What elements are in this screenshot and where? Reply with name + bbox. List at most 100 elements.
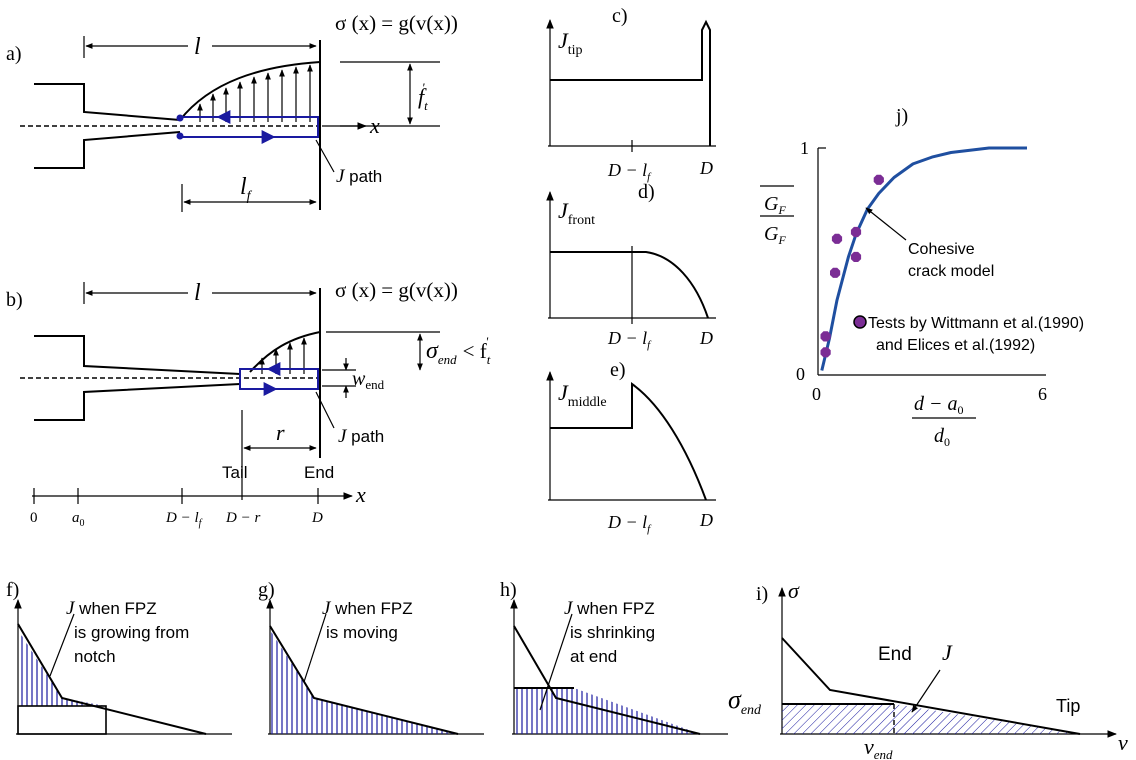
j-path-a-leader <box>315 139 335 173</box>
cohesive-curve-a <box>179 61 321 121</box>
panel-j-annotation-line2: crack model <box>908 263 994 280</box>
panel-h-text-2: is shrinking <box>570 623 655 642</box>
panel-j-annotation-line1: Cohesive <box>908 241 975 258</box>
panel-j-label: j) <box>895 105 908 127</box>
panel-i-tip: Tip <box>1056 696 1080 716</box>
panel-i-sigma: σ <box>788 578 800 603</box>
cohesive-curve-b <box>249 331 321 373</box>
panel-h-curve <box>513 625 701 735</box>
panel-j-ytick-0: 0 <box>796 364 805 384</box>
panel-c-tick-mid-label: D − lf <box>607 160 652 183</box>
test-data-point <box>873 174 884 185</box>
panel-c-label: c) <box>612 5 628 27</box>
tick-label-d-r: D − r <box>225 510 260 526</box>
w-end-label: wend <box>352 368 385 392</box>
panel-g-hatch <box>270 630 458 734</box>
panel-g-text-1: J when FPZ <box>322 598 413 619</box>
j-path-b-leader <box>315 391 335 429</box>
panel-a: a) l σ (x) = g(v(x)) x <box>6 11 458 212</box>
panel-j-plot-area <box>820 146 1027 371</box>
j-path-a-label: J path <box>336 166 382 187</box>
panel-e: e) Jmiddle D − lf D <box>546 359 716 535</box>
panel-c-curve <box>550 19 711 146</box>
panel-h-leader <box>539 613 573 711</box>
dim-l-label: l <box>194 34 201 60</box>
panel-g: g) J when FPZ is moving <box>258 579 484 735</box>
panel-c: c) Jtip D − lf D <box>546 5 716 183</box>
panel-j-ylabel: GF GF <box>760 185 794 247</box>
tick-label-0: 0 <box>30 510 38 526</box>
panel-g-text-2: is moving <box>326 623 398 642</box>
panel-g-leader <box>303 613 327 683</box>
panel-f: f) J when FPZ is growing from notch <box>6 579 232 735</box>
dim-l-b-bg <box>188 278 212 304</box>
panel-i: i) σ v σend End J Tip vend <box>728 578 1128 760</box>
panel-j-legend-line1: Tests by Wittmann et al.(1990) <box>868 315 1084 332</box>
panel-i-label: i) <box>756 583 768 605</box>
tick-label-d-lf: D − lf <box>165 510 203 529</box>
panel-f-label: f) <box>6 579 19 601</box>
panel-g-label: g) <box>258 579 275 601</box>
panel-e-tick-d-label: D <box>699 510 713 530</box>
panel-h-label: h) <box>500 579 517 601</box>
panel-f-text-1: J when FPZ <box>66 598 157 619</box>
panel-f-text-2: is growing from <box>74 623 189 642</box>
j-path-a-dot-top <box>176 114 184 122</box>
position-axis: x 0 a0 D − lf D − r D <box>30 482 366 529</box>
test-data-point <box>830 267 841 278</box>
dim-r-label: r <box>276 420 285 445</box>
svg-text:GF: GF <box>764 223 786 247</box>
panel-d-ylabel: Jfront <box>558 198 595 228</box>
panel-j-legend-line2: and Elices et al.(1992) <box>876 337 1035 354</box>
panel-h: h) J when FPZ is shrinking at end <box>500 579 728 735</box>
cohesive-crack-model-curve <box>820 146 1027 371</box>
ft-label-a: ft' <box>418 80 428 113</box>
svg-text:GF: GF <box>764 193 786 217</box>
stress-arrows-a <box>197 64 313 122</box>
panel-d-tick-mid-label: D − lf <box>607 328 652 351</box>
panel-i-j-arrow <box>911 669 941 713</box>
panel-j-xtick-0: 0 <box>812 384 821 404</box>
panel-i-v: v <box>1118 730 1128 755</box>
j-path-b <box>239 368 319 390</box>
tail-label: Tail <box>222 463 248 482</box>
panel-j-legend-marker <box>853 315 867 329</box>
test-data-point <box>820 331 831 342</box>
dim-l-bg <box>188 32 212 58</box>
panel-i-v-end: vend <box>864 734 893 760</box>
panel-f-text-3: notch <box>74 647 116 666</box>
j-path-a-dot-bottom <box>176 132 184 140</box>
panel-d-tick-d-label: D <box>699 328 713 348</box>
panel-d-label: d) <box>638 181 655 203</box>
panel-j-xtick-6: 6 <box>1038 384 1047 404</box>
panel-h-text-3: at end <box>570 647 617 666</box>
panel-b-label: b) <box>6 289 23 311</box>
panel-j-annotation-arrow <box>865 207 907 241</box>
panel-j-chart: j) 1 0 0 6 GF GF d − a0 d0 Cohesive crac… <box>760 105 1084 449</box>
panel-g-curve <box>269 625 459 735</box>
test-data-point <box>850 226 862 238</box>
panel-i-curve <box>781 637 1081 735</box>
dim-l-b-label: l <box>194 280 201 306</box>
end-label-b: End <box>304 463 334 482</box>
panel-d: d) Jfront D − lf D <box>546 181 716 351</box>
panel-f-curve <box>17 623 207 735</box>
j-path-a <box>180 116 319 138</box>
panel-e-tick-mid-label: D − lf <box>607 512 652 535</box>
panel-f-hatch <box>18 630 106 706</box>
panel-a-label: a) <box>6 43 22 65</box>
tick-label-a0: a0 <box>72 510 85 529</box>
specimen-b-outline <box>34 335 241 421</box>
panel-j-ytick-1: 1 <box>800 138 809 158</box>
panel-j-xlabel: d − a0 d0 <box>912 393 976 449</box>
panel-e-curve <box>550 382 707 501</box>
panel-d-curve <box>550 251 709 319</box>
svg-text:d0: d0 <box>934 425 950 449</box>
sigma-equation-b: σ (x) = g(v(x)) <box>335 278 458 302</box>
panel-i-hatch <box>782 704 1080 734</box>
panel-c-tick-d-label: D <box>699 158 713 178</box>
panel-i-end: End <box>878 644 912 665</box>
panel-e-label: e) <box>610 359 626 381</box>
panel-e-ylabel: Jmiddle <box>558 380 607 410</box>
